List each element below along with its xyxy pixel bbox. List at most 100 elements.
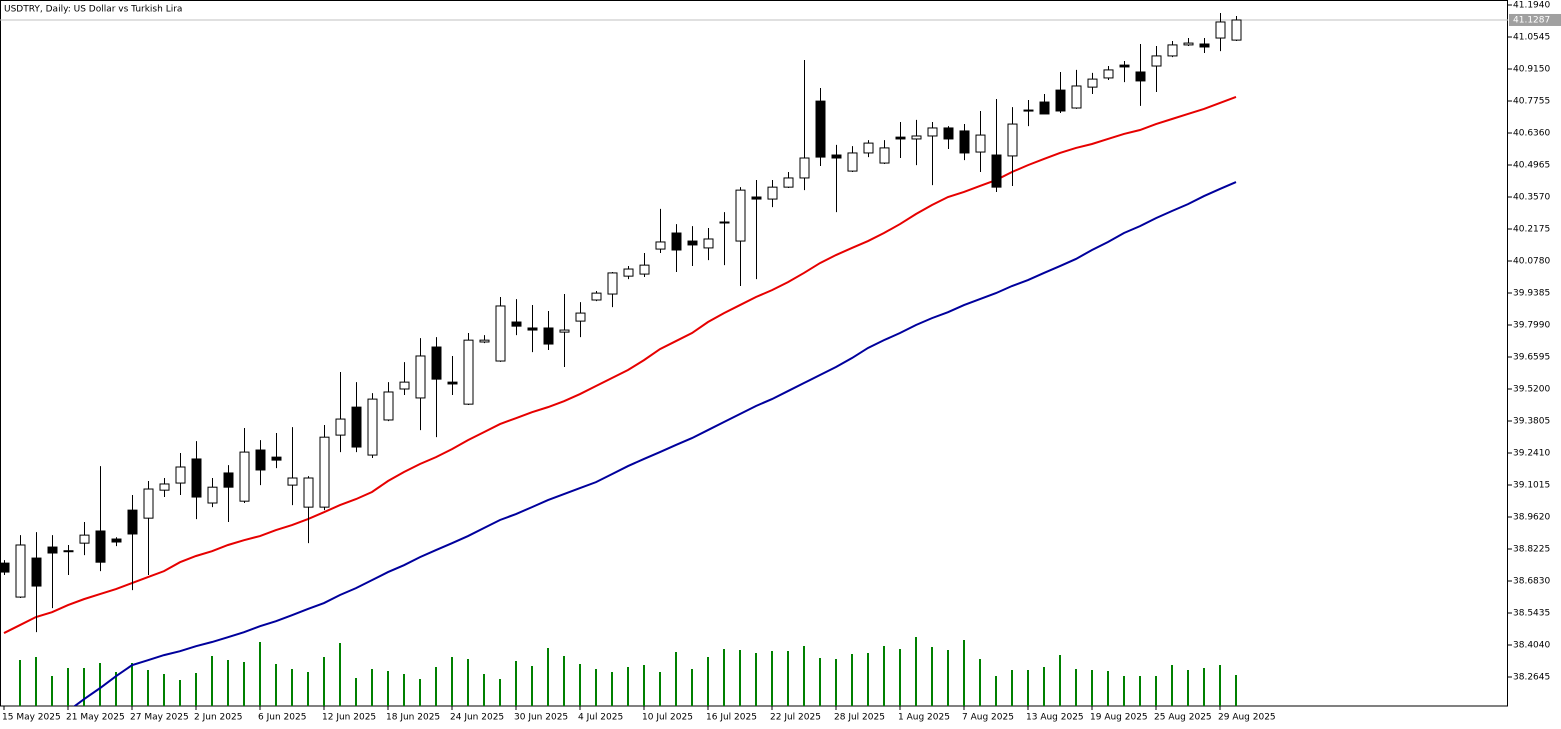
candle-body: [1055, 89, 1066, 112]
candle-body: [607, 272, 618, 295]
candle-body: [319, 436, 330, 508]
candle-body: [367, 398, 378, 456]
candle-body: [735, 189, 746, 242]
chart-title: USDTRY, Daily: US Dollar vs Turkish Lira: [4, 5, 182, 15]
candle-body: [463, 339, 474, 405]
candle-body: [1135, 71, 1146, 82]
candle-body: [1039, 101, 1050, 115]
x-tick-label: 22 Jul 2025: [770, 713, 821, 723]
candle-body: [783, 177, 794, 188]
candle-body: [1151, 55, 1162, 67]
candle-body: [655, 241, 666, 250]
candle-body: [703, 238, 714, 249]
candle-body: [335, 418, 346, 436]
y-tick-label: 40.7755: [1513, 97, 1550, 107]
x-tick-label: 16 Jul 2025: [706, 713, 757, 723]
candle-body: [975, 134, 986, 153]
x-tick-label: 13 Aug 2025: [1026, 713, 1084, 723]
candle-body: [991, 154, 1002, 188]
candle-body: [431, 346, 442, 380]
x-tick-label: 4 Jul 2025: [578, 713, 623, 723]
candle-body: [511, 321, 522, 327]
candle-body: [1183, 42, 1194, 46]
candle-body: [959, 130, 970, 154]
candle-body: [639, 264, 650, 275]
candle-body: [943, 127, 954, 140]
candle-body: [911, 135, 922, 140]
candle-body: [815, 100, 826, 158]
x-tick-label: 25 Aug 2025: [1154, 713, 1212, 723]
candle-body: [255, 449, 266, 471]
y-tick-label: 39.1015: [1513, 481, 1550, 491]
y-tick-label: 38.8225: [1513, 545, 1550, 555]
candle-body: [1231, 19, 1242, 41]
candle-body: [287, 477, 298, 486]
y-tick-label: 38.6830: [1513, 577, 1550, 587]
last-price-box: [1509, 13, 1561, 26]
candle-body: [399, 381, 410, 390]
x-tick-label: 29 Aug 2025: [1218, 713, 1276, 723]
candle-body: [79, 534, 90, 544]
candle-body: [719, 221, 730, 224]
candle-body: [143, 488, 154, 519]
candle-body: [47, 546, 58, 554]
candle-body: [111, 538, 122, 543]
candle-body: [15, 544, 26, 598]
candle-body: [767, 186, 778, 200]
candle-body: [31, 557, 42, 587]
y-tick-label: 38.2645: [1513, 673, 1550, 683]
candle-body: [1167, 44, 1178, 57]
candle-body: [1087, 78, 1098, 88]
y-tick-label: 38.9620: [1513, 513, 1550, 523]
y-tick-label: 39.2410: [1513, 449, 1550, 459]
y-tick-label: 40.0780: [1513, 257, 1550, 267]
candle-body: [1071, 85, 1082, 109]
candle-body: [927, 127, 938, 137]
y-tick-label: 39.3805: [1513, 417, 1550, 427]
candle-body: [1119, 64, 1130, 68]
candle-body: [223, 472, 234, 488]
candle-body: [831, 154, 842, 159]
x-tick-label: 24 Jun 2025: [450, 713, 504, 723]
candle-body: [559, 329, 570, 333]
candle-body: [1215, 21, 1226, 39]
y-tick-label: 40.6360: [1513, 129, 1550, 139]
y-tick-label: 39.7990: [1513, 321, 1550, 331]
candle-body: [479, 339, 490, 343]
candle-body: [847, 152, 858, 172]
moving-average-line: [3, 96, 1237, 634]
candle-body: [543, 327, 554, 345]
candle-body: [1023, 109, 1034, 112]
candle-body: [127, 509, 138, 535]
candle-body: [351, 406, 362, 448]
y-tick-label: 40.4965: [1513, 161, 1550, 171]
candle-body: [175, 466, 186, 484]
x-tick-label: 7 Aug 2025: [962, 713, 1014, 723]
candle-body: [0, 562, 10, 573]
candle-body: [527, 327, 538, 331]
y-tick-label: 38.5435: [1513, 609, 1550, 619]
y-tick-label: 39.5200: [1513, 385, 1550, 395]
candle-body: [751, 196, 762, 200]
x-tick-label: 2 Jun 2025: [194, 713, 242, 723]
candle-body: [95, 530, 106, 563]
candle-body: [1199, 43, 1210, 48]
candle-body: [671, 232, 682, 251]
candle-body: [495, 305, 506, 362]
x-tick-label: 10 Jul 2025: [642, 713, 693, 723]
plot-frame: [0, 0, 1508, 707]
candle-body: [1103, 69, 1114, 79]
y-tick-label: 40.2175: [1513, 225, 1550, 235]
candle-body: [303, 477, 314, 508]
candle-body: [879, 147, 890, 164]
moving-average-line: [73, 181, 1237, 706]
x-tick-label: 21 May 2025: [66, 713, 125, 723]
candle-body: [207, 486, 218, 504]
x-tick-label: 30 Jun 2025: [514, 713, 568, 723]
x-tick-label: 12 Jun 2025: [322, 713, 376, 723]
candle-body: [271, 456, 282, 461]
candle-body: [1007, 123, 1018, 157]
y-tick-label: 39.6595: [1513, 353, 1550, 363]
